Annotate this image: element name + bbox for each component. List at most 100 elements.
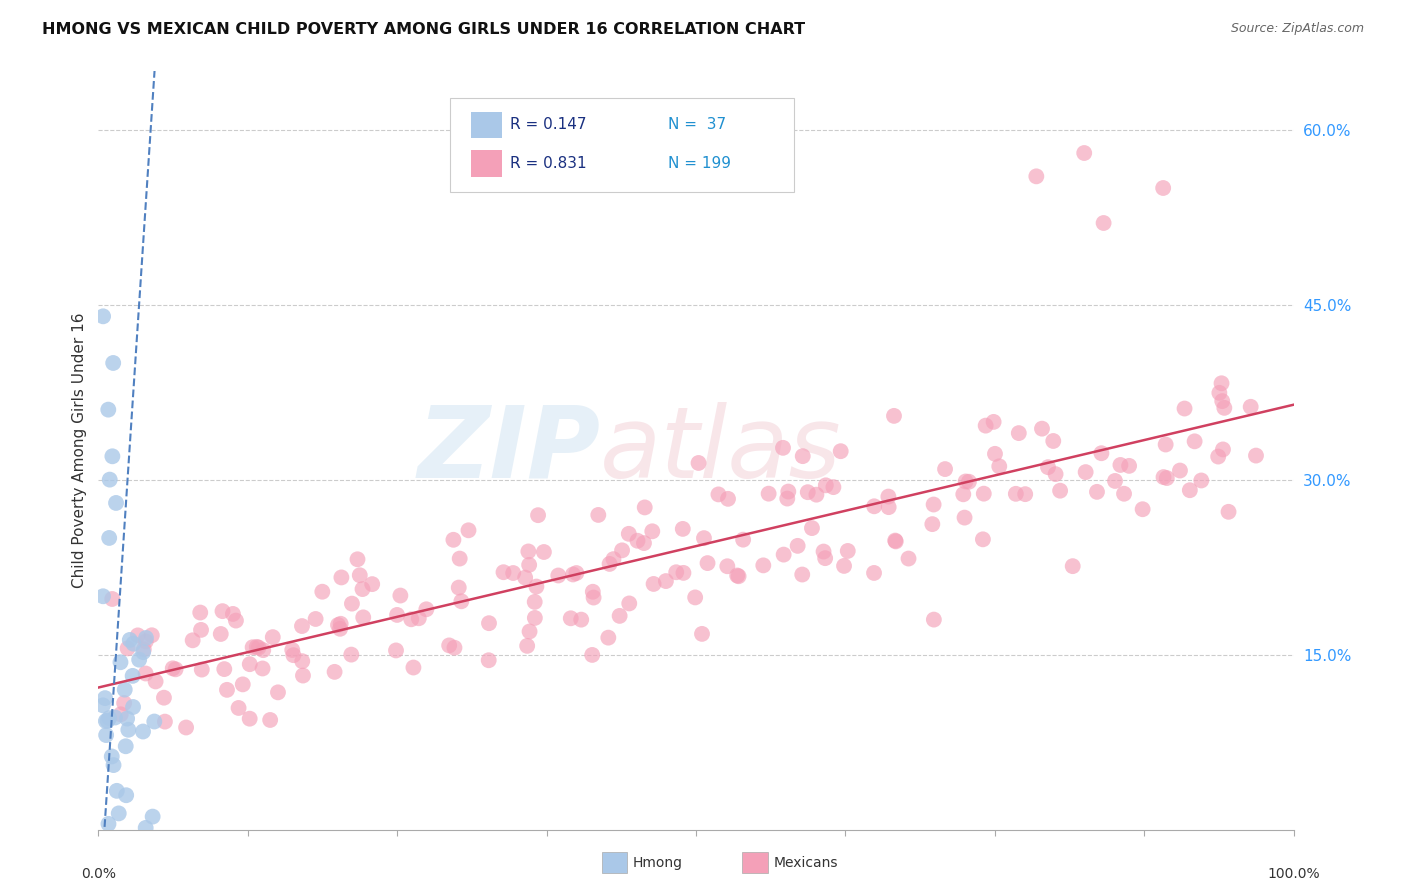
Point <box>863 566 886 580</box>
Point <box>162 661 184 675</box>
Point <box>105 496 128 510</box>
Text: R = 0.147: R = 0.147 <box>510 118 586 132</box>
Point <box>1092 216 1115 230</box>
Point <box>329 616 352 631</box>
Point <box>141 628 163 642</box>
Point <box>174 721 197 735</box>
Point <box>104 710 127 724</box>
Point <box>690 627 713 641</box>
Point <box>112 696 135 710</box>
Point <box>101 450 124 464</box>
Point <box>565 566 588 580</box>
Point <box>772 441 794 455</box>
Point <box>776 491 799 506</box>
Point <box>800 521 823 535</box>
Point <box>91 589 114 603</box>
Point <box>778 484 800 499</box>
Point <box>457 524 479 538</box>
Point <box>972 533 994 547</box>
Point <box>1189 474 1212 488</box>
Point <box>361 577 384 591</box>
Point <box>110 707 132 722</box>
Point <box>239 712 262 726</box>
Point <box>450 594 472 608</box>
Point <box>641 524 664 539</box>
Point <box>1240 400 1263 414</box>
Point <box>98 531 121 545</box>
Point <box>281 643 304 657</box>
Point <box>683 591 706 605</box>
Point <box>118 632 141 647</box>
Point <box>813 544 835 558</box>
Point <box>516 639 538 653</box>
Point <box>135 821 157 835</box>
Point <box>304 612 326 626</box>
Point <box>515 571 537 585</box>
Point <box>1212 442 1234 457</box>
Point <box>389 589 412 603</box>
Point <box>478 653 501 667</box>
Point <box>443 640 465 655</box>
Point <box>94 728 117 742</box>
Point <box>1073 146 1095 161</box>
Point <box>533 545 555 559</box>
Point <box>110 655 132 669</box>
Point <box>934 462 956 476</box>
Point <box>209 627 232 641</box>
Point <box>1152 181 1174 195</box>
Point <box>340 597 363 611</box>
Point <box>97 402 120 417</box>
Point <box>517 544 540 558</box>
Point <box>752 558 775 573</box>
Point <box>619 596 641 610</box>
Point <box>814 478 837 492</box>
Point <box>415 602 437 616</box>
Point <box>823 480 845 494</box>
Point <box>242 640 264 655</box>
Point <box>259 713 281 727</box>
Point <box>1045 467 1067 482</box>
Point <box>165 662 187 676</box>
Point <box>191 663 214 677</box>
Point <box>478 616 501 631</box>
Point <box>707 487 730 501</box>
Point <box>974 418 997 433</box>
Point <box>797 485 820 500</box>
Point <box>1208 385 1230 400</box>
Point <box>617 526 640 541</box>
Point <box>97 817 120 831</box>
Point <box>311 584 333 599</box>
Point <box>132 642 155 657</box>
Point <box>523 611 546 625</box>
Point <box>215 682 238 697</box>
Point <box>232 677 254 691</box>
Point <box>1112 487 1135 501</box>
Point <box>91 698 114 713</box>
Point <box>1109 458 1132 472</box>
Point <box>190 623 212 637</box>
Point <box>832 558 855 573</box>
Point <box>814 551 837 566</box>
Point <box>98 711 121 725</box>
Point <box>107 806 129 821</box>
Point <box>1154 437 1177 451</box>
Point <box>792 567 814 582</box>
Point <box>672 566 695 580</box>
Point <box>983 415 1005 429</box>
Point <box>267 685 290 699</box>
Point <box>1173 401 1195 416</box>
Point <box>609 608 631 623</box>
Point <box>519 624 541 639</box>
Point <box>1031 422 1053 436</box>
Point <box>135 631 157 645</box>
Point <box>772 548 794 562</box>
Point <box>1090 446 1112 460</box>
Point <box>1118 458 1140 473</box>
Point <box>94 691 117 706</box>
Point <box>517 558 540 572</box>
Point <box>1168 464 1191 478</box>
Point <box>957 475 980 489</box>
Point <box>717 491 740 506</box>
Point <box>526 580 548 594</box>
Point <box>117 641 139 656</box>
